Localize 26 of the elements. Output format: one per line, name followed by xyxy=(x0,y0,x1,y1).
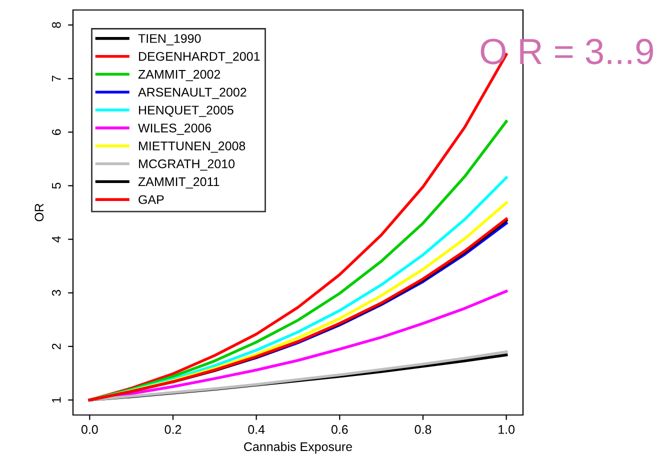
y-tick-label: 6 xyxy=(52,129,61,135)
legend-label: GAP xyxy=(138,195,164,204)
legend-label: MCGRATH_2010 xyxy=(139,159,235,171)
y-tick-label: 2 xyxy=(52,344,61,350)
x-axis-title: Cannabis Exposure xyxy=(244,442,352,454)
y-tick-label: 1 xyxy=(52,397,61,403)
legend-label: ARSENAULT_2002 xyxy=(138,88,246,99)
y-tick-label: 4 xyxy=(52,236,61,242)
legend-label: MIETTUNEN_2008 xyxy=(139,141,246,153)
legend-label: DEGENHARDT_2001 xyxy=(139,52,260,64)
legend-label: WILES_2006 xyxy=(138,124,212,135)
y-tick-label: 3 xyxy=(52,290,61,296)
x-tick-label: 0.4 xyxy=(248,425,265,434)
x-tick-label: 0.2 xyxy=(164,425,182,434)
y-tick-label: 7 xyxy=(52,76,61,82)
legend-label: HENQUET_2005 xyxy=(139,106,234,117)
legend-label: ZAMMIT_2011 xyxy=(138,177,220,189)
x-tick-label: 0.8 xyxy=(414,425,432,434)
y-axis-title: OR xyxy=(34,204,44,222)
legend-label: ZAMMIT_2002 xyxy=(138,70,220,82)
x-tick-label: 1.0 xyxy=(498,425,515,434)
y-tick-label: 5 xyxy=(52,182,61,189)
x-tick-label: 0.0 xyxy=(81,425,98,434)
y-tick-label: 8 xyxy=(52,22,61,28)
legend-label: TIEN_1990 xyxy=(138,34,201,46)
x-tick-label: 0.6 xyxy=(331,425,348,434)
